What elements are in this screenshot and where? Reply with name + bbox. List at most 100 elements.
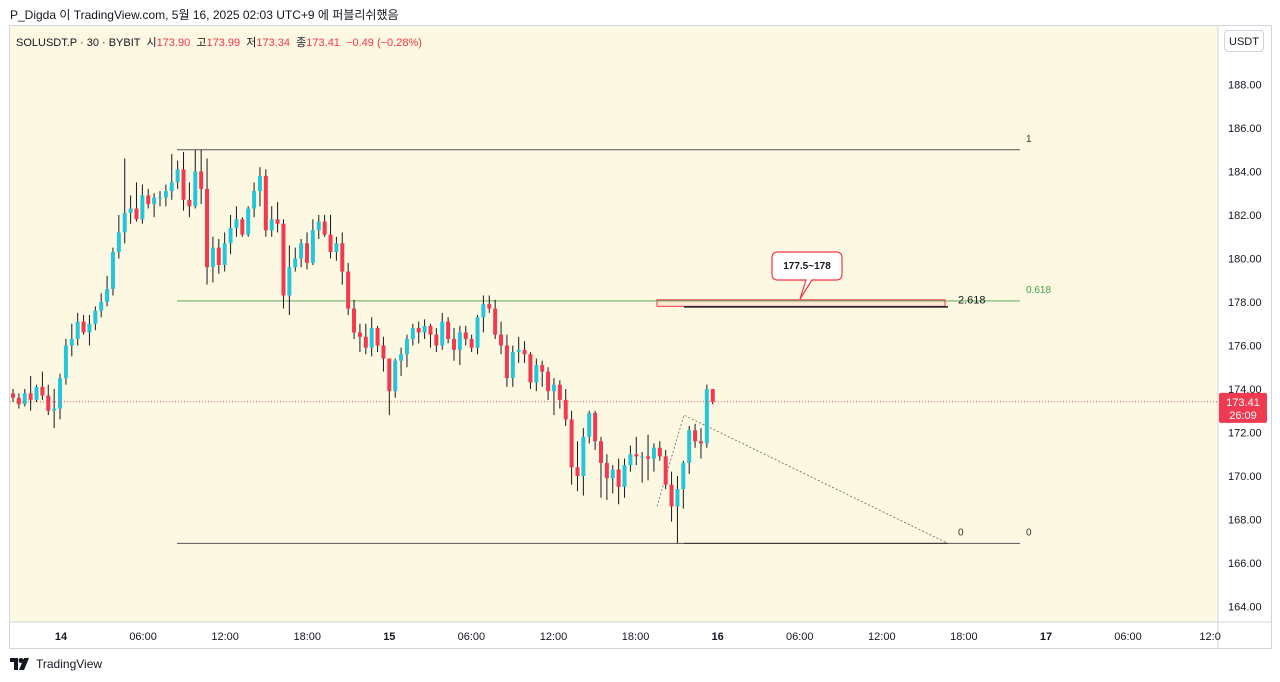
candle-body — [493, 308, 498, 335]
close-value: 173.41 — [306, 37, 340, 49]
candle-body — [152, 197, 157, 205]
candle-body — [387, 358, 392, 392]
extension-label: 2.618 — [958, 294, 986, 306]
candle-body — [199, 171, 204, 189]
candlestick-series — [11, 149, 715, 544]
low-value: 173.34 — [256, 37, 291, 49]
time-tick-label: 18:00 — [293, 631, 321, 643]
brand-name: TradingView — [36, 657, 103, 671]
time-tick-label: 18:00 — [950, 631, 978, 643]
fib-level-label: 0 — [1026, 527, 1032, 538]
candle-body — [698, 441, 703, 444]
currency-button[interactable]: USDT — [1224, 30, 1264, 52]
candle-body — [81, 321, 86, 333]
candle-body — [275, 219, 280, 224]
fib-level-label: 0.618 — [1026, 285, 1051, 296]
plot-background — [10, 26, 1218, 622]
price-tick-label: 178.00 — [1228, 297, 1262, 309]
candle-body — [93, 310, 98, 324]
candle-body — [440, 321, 445, 346]
candle-body — [634, 454, 639, 457]
candle-body — [404, 338, 409, 355]
symbol-legend[interactable]: SOLUSDT.P · 30 · BYBIT 시173.90 고173.99 저… — [16, 34, 422, 50]
time-tick-label: 12:00 — [868, 631, 896, 643]
candle-body — [328, 234, 333, 252]
high-label: 고 — [196, 37, 207, 49]
candle-body — [463, 332, 468, 339]
open-value: 173.90 — [156, 37, 191, 49]
candle-body — [475, 317, 480, 348]
candle-body — [75, 321, 80, 339]
price-tick-label: 176.00 — [1228, 341, 1262, 353]
candle-body — [581, 436, 586, 476]
time-tick-label: 06:00 — [458, 631, 486, 643]
candle-body — [410, 328, 415, 339]
symbol-name[interactable]: SOLUSDT.P · 30 · BYBIT — [16, 37, 141, 49]
candle-body — [52, 408, 57, 411]
time-tick-label: 12:00 — [540, 631, 568, 643]
candle-body — [610, 469, 615, 479]
candle-body — [210, 247, 215, 268]
candle-body — [393, 360, 398, 392]
candle-body — [693, 430, 698, 442]
callout-bubble — [771, 251, 843, 300]
candle-body — [252, 191, 257, 209]
price-tick-label: 172.00 — [1228, 428, 1262, 440]
candle-body — [604, 462, 609, 479]
candle-body — [163, 191, 168, 198]
candle-body — [116, 232, 121, 252]
candle-body — [334, 243, 339, 252]
candle-body — [551, 384, 556, 392]
candle-body — [187, 199, 192, 207]
candle-body — [105, 288, 110, 302]
time-tick-label: 06:00 — [1114, 631, 1142, 643]
candle-body — [122, 212, 127, 233]
candle-body — [569, 419, 574, 468]
time-tick-label: 06:00 — [129, 631, 157, 643]
candle-body — [593, 412, 598, 442]
candle-body — [669, 484, 674, 507]
candle-body — [628, 454, 633, 466]
candle-body — [640, 456, 645, 458]
candle-body — [616, 469, 621, 487]
fib-level-label: 1 — [1026, 134, 1032, 145]
low-label: 저 — [246, 37, 257, 49]
candle-body — [146, 195, 151, 205]
candle-body — [169, 182, 174, 192]
bar-countdown: 26:09 — [1229, 410, 1257, 422]
candle-body — [34, 386, 39, 400]
candle-body — [269, 219, 274, 231]
candle-body — [316, 221, 321, 231]
candle-body — [522, 349, 527, 355]
target-zone: 177.5~178 — [656, 251, 948, 308]
brand-footer[interactable]: TradingView — [10, 657, 102, 671]
candle-body — [322, 221, 327, 235]
candle-body — [487, 304, 492, 309]
candle-body — [216, 247, 221, 266]
candle-body — [599, 441, 603, 463]
candle-body — [181, 169, 186, 200]
candle-body — [40, 386, 45, 396]
candle-body — [687, 430, 692, 463]
price-axis: 188.00 186.00 184.00 182.00 180.00 178.00 176.… — [1228, 80, 1262, 614]
candle-body — [352, 308, 357, 333]
candle-body — [375, 328, 380, 346]
candle-body — [622, 465, 627, 487]
time-tick-label: 12:00 — [211, 631, 239, 643]
price-tick-label: 182.00 — [1228, 210, 1262, 222]
candle-body — [499, 334, 504, 346]
chart-frame — [9, 25, 1272, 649]
candle-body — [681, 462, 686, 490]
time-tick-label: 16 — [712, 631, 724, 643]
time-axis: 14 06:00 12:00 18:00 15 06:00 12:00 18:00 16 06:0… — [55, 631, 1221, 643]
candle-body — [434, 334, 439, 346]
candle-body — [158, 197, 162, 199]
candle-body — [28, 393, 33, 400]
price-tick-label: 184.00 — [1228, 167, 1262, 179]
candle-body — [446, 321, 451, 339]
extension-label: 0 — [958, 527, 964, 538]
time-tick-label: 18:00 — [622, 631, 650, 643]
candle-body — [310, 230, 315, 263]
